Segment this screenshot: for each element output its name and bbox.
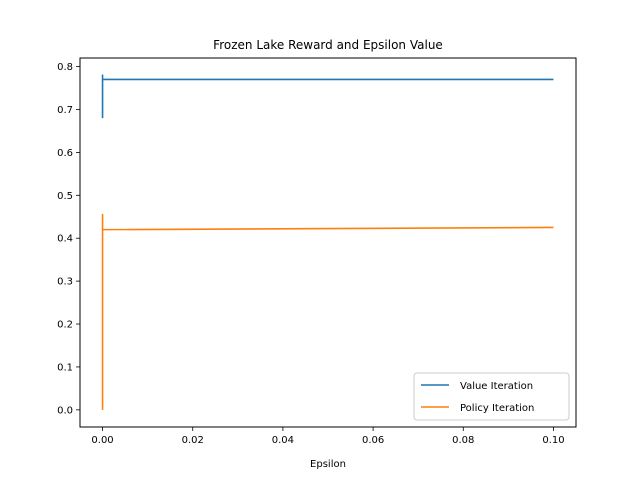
legend: Value Iteration Policy Iteration xyxy=(413,372,570,421)
x-tick-label: 0.10 xyxy=(542,435,564,446)
x-axis-label: Epsilon xyxy=(310,459,346,470)
x-tick-label: 0.04 xyxy=(272,435,294,446)
x-tick-label: 0.00 xyxy=(91,435,113,446)
y-tick-label: 0.2 xyxy=(57,320,73,331)
y-tick-label: 0.6 xyxy=(57,148,73,159)
plot-frame xyxy=(79,57,577,428)
y-tick-label: 0.8 xyxy=(57,62,73,73)
y-tick-label: 0.0 xyxy=(57,405,73,416)
legend-label-policy-iteration: Policy Iteration xyxy=(460,403,534,414)
y-tick-label: 0.7 xyxy=(57,105,73,116)
y-tick-label: 0.3 xyxy=(57,277,73,288)
legend-box xyxy=(413,372,570,421)
series-line-policy-iteration xyxy=(101,213,554,410)
y-tick-label: 0.4 xyxy=(57,234,73,245)
x-tick-label: 0.06 xyxy=(362,435,384,446)
y-axis-ticks: 0.0 0.1 0.2 0.3 0.4 0.5 0.6 0.7 0.8 xyxy=(57,62,80,416)
x-tick-label: 0.08 xyxy=(452,435,474,446)
series-line-value-iteration xyxy=(101,74,554,119)
legend-label-value-iteration: Value Iteration xyxy=(460,381,533,392)
chart-title: Frozen Lake Reward and Epsilon Value xyxy=(213,38,443,52)
y-tick-label: 0.5 xyxy=(57,191,73,202)
y-tick-label: 0.1 xyxy=(57,362,73,373)
plot-lines xyxy=(101,74,554,410)
x-axis-ticks: 0.00 0.02 0.04 0.06 0.08 0.10 xyxy=(91,427,565,446)
x-tick-label: 0.02 xyxy=(182,435,204,446)
